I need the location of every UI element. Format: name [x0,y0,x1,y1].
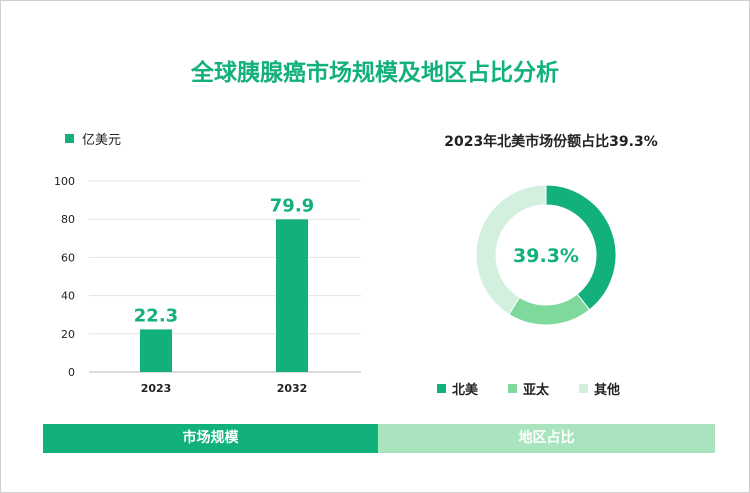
y-tick-label: 0 [68,366,75,379]
y-tick-label: 80 [61,213,75,226]
legend-label: 亚太 [523,383,550,398]
x-tick-label: 2032 [277,382,308,395]
y-tick-label: 40 [61,290,75,303]
donut-title: 2023年北美市场份额占比39.3% [444,134,658,150]
legend-swatch [65,134,74,143]
tab-region-share[interactable]: 地区占比 [378,424,715,453]
legend-swatch [437,384,446,393]
legend-swatch [579,384,589,393]
legend-item: 亚太 [508,379,549,398]
donut-slice [545,184,617,311]
legend-item: 其他 [579,379,620,398]
y-tick-label: 20 [61,328,75,341]
bar-value-label: 22.3 [134,305,178,326]
bar-legend: 亿美元 [65,129,121,148]
legend-item: 北美 [437,379,478,398]
legend-label: 北美 [452,383,479,398]
y-tick-label: 100 [54,175,75,188]
x-tick-label: 2023 [141,382,172,395]
page-title: 全球胰腺癌市场规模及地区占比分析 [191,60,559,86]
y-tick-label: 60 [61,251,75,264]
donut-slice [508,293,591,326]
legend-label: 亿美元 [82,133,122,148]
donut-legend: 北美 亚太 其他 [437,379,620,398]
donut-center-label: 39.3% [513,245,579,267]
donut-slice [475,184,547,316]
tab-market-size[interactable]: 市场规模 [43,424,378,453]
bar-value-label: 79.9 [270,195,314,216]
legend-label: 其他 [594,383,621,398]
bar-chart: 0 20 40 60 80 100 22.3 2023 79.9 2032 [54,175,361,395]
bar [140,329,172,372]
legend-swatch [508,384,518,393]
bar [276,219,308,372]
